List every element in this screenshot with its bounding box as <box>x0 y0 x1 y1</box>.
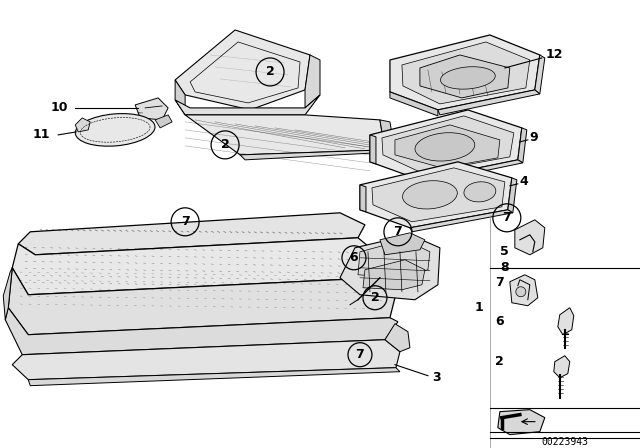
Text: 7: 7 <box>502 211 511 224</box>
Polygon shape <box>390 35 540 110</box>
Polygon shape <box>380 120 395 152</box>
Polygon shape <box>363 260 425 290</box>
Text: 1: 1 <box>475 301 484 314</box>
Text: 00223943: 00223943 <box>541 437 588 447</box>
Polygon shape <box>438 90 540 115</box>
Text: 12: 12 <box>546 48 563 61</box>
Polygon shape <box>28 368 400 386</box>
Polygon shape <box>380 233 425 255</box>
Polygon shape <box>402 42 530 104</box>
Text: 2: 2 <box>266 65 275 78</box>
Polygon shape <box>370 110 522 180</box>
Polygon shape <box>518 128 527 163</box>
Polygon shape <box>240 150 395 160</box>
Polygon shape <box>385 324 410 352</box>
Text: 7: 7 <box>495 276 504 289</box>
Polygon shape <box>12 340 400 379</box>
Polygon shape <box>508 178 517 213</box>
Polygon shape <box>155 115 172 128</box>
Polygon shape <box>175 95 320 115</box>
Ellipse shape <box>415 133 475 161</box>
Polygon shape <box>515 220 545 255</box>
Ellipse shape <box>76 114 155 146</box>
Polygon shape <box>8 268 395 335</box>
Polygon shape <box>382 116 514 173</box>
Polygon shape <box>535 55 545 94</box>
Text: 4: 4 <box>520 175 529 188</box>
Ellipse shape <box>464 182 496 202</box>
Polygon shape <box>76 118 90 132</box>
Polygon shape <box>410 210 513 232</box>
Polygon shape <box>370 135 376 164</box>
Text: 5: 5 <box>500 246 509 258</box>
Text: 10: 10 <box>50 101 68 114</box>
Polygon shape <box>340 235 440 300</box>
Polygon shape <box>3 268 12 320</box>
Text: 8: 8 <box>500 261 508 274</box>
Polygon shape <box>558 308 574 335</box>
Text: 7: 7 <box>180 215 189 228</box>
Text: 9: 9 <box>530 131 538 144</box>
Polygon shape <box>420 160 523 184</box>
Polygon shape <box>510 275 538 306</box>
Polygon shape <box>498 409 545 435</box>
Polygon shape <box>395 125 500 168</box>
Polygon shape <box>135 98 168 120</box>
Ellipse shape <box>440 67 495 89</box>
Polygon shape <box>378 272 405 298</box>
Text: 11: 11 <box>32 129 50 142</box>
Text: 2: 2 <box>371 291 380 304</box>
Polygon shape <box>372 168 505 222</box>
Polygon shape <box>5 308 398 355</box>
Polygon shape <box>305 55 320 108</box>
Text: 7: 7 <box>394 225 403 238</box>
Polygon shape <box>390 92 438 116</box>
Text: 6: 6 <box>495 315 504 328</box>
Ellipse shape <box>403 181 458 209</box>
Polygon shape <box>185 115 385 155</box>
Text: 2: 2 <box>495 355 504 368</box>
Polygon shape <box>175 80 185 115</box>
Polygon shape <box>175 30 310 110</box>
Text: 3: 3 <box>432 371 440 384</box>
Polygon shape <box>420 55 510 98</box>
Text: 6: 6 <box>349 251 358 264</box>
Polygon shape <box>360 185 366 212</box>
Polygon shape <box>358 240 430 278</box>
Polygon shape <box>12 238 380 295</box>
Text: 7: 7 <box>356 348 364 361</box>
Polygon shape <box>19 213 365 255</box>
Polygon shape <box>360 162 512 228</box>
Circle shape <box>516 287 526 297</box>
Text: 2: 2 <box>221 138 230 151</box>
Polygon shape <box>554 356 570 378</box>
